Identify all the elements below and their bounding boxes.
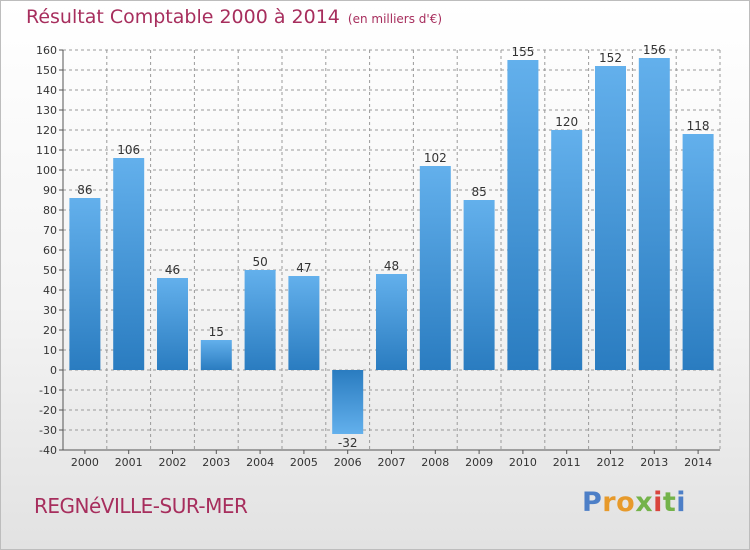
x-tick-label-2005: 2005	[290, 456, 318, 469]
chart-title: Résultat Comptable 2000 à 2014 (en millie…	[26, 6, 442, 28]
y-tick-label: -20	[39, 404, 57, 417]
y-tick-label: 90	[43, 184, 57, 197]
y-tick-label: 70	[43, 224, 57, 237]
data-label-2013: 156	[643, 43, 666, 57]
bar-2013	[638, 58, 670, 370]
bar-2008	[419, 166, 451, 370]
data-label-2012: 152	[599, 51, 622, 65]
commune-name: REGNéVILLE-SUR-MER	[34, 494, 248, 518]
unit-note: (en milliers d'€)	[347, 12, 443, 26]
x-tick-label-2006: 2006	[334, 456, 362, 469]
x-tick-label-2004: 2004	[246, 456, 274, 469]
data-label-2009: 85	[471, 185, 486, 199]
x-tick-label-2001: 2001	[115, 456, 143, 469]
data-label-2004: 50	[252, 255, 267, 269]
data-label-2008: 102	[424, 151, 447, 165]
y-tick-label: 150	[36, 64, 57, 77]
bar-2005	[288, 276, 320, 370]
proxiti-logo: Proxiti	[582, 487, 687, 518]
bar-2007	[376, 274, 407, 370]
y-tick-label: 20	[43, 324, 57, 337]
bar-2010	[507, 60, 539, 370]
y-tick-label: 30	[43, 304, 57, 317]
data-label-2001: 106	[117, 143, 140, 157]
bar-2000	[69, 198, 101, 370]
data-label-2003: 15	[209, 325, 224, 339]
bar-2003	[200, 340, 232, 370]
data-label-2014: 118	[687, 119, 710, 133]
y-tick-label: 50	[43, 264, 57, 277]
x-tick-label-2012: 2012	[597, 456, 625, 469]
x-tick-label-2003: 2003	[202, 456, 230, 469]
data-label-2005: 47	[296, 261, 311, 275]
y-tick-label: 130	[36, 104, 57, 117]
y-tick-label: -40	[39, 444, 57, 457]
y-tick-label: 160	[36, 44, 57, 57]
bar-2011	[551, 130, 583, 370]
bar-2009	[463, 200, 495, 370]
chart-title-text: Résultat Comptable 2000 à 2014	[26, 6, 340, 28]
y-tick-label: 100	[36, 164, 57, 177]
bar-2014	[682, 134, 714, 370]
x-tick-label-2009: 2009	[465, 456, 493, 469]
y-tick-label: 40	[43, 284, 57, 297]
y-tick-label: 60	[43, 244, 57, 257]
data-label-2011: 120	[555, 115, 578, 129]
y-tick-label: 0	[50, 364, 57, 377]
y-tick-label: -30	[39, 424, 57, 437]
data-label-2000: 86	[77, 183, 92, 197]
bar-2012	[595, 66, 626, 370]
bar-2006	[332, 370, 364, 434]
x-tick-label-2011: 2011	[553, 456, 581, 469]
x-tick-label-2007: 2007	[378, 456, 406, 469]
data-label-2006: -32	[338, 436, 358, 450]
bar-2004	[244, 270, 276, 370]
x-tick-label-2013: 2013	[640, 456, 668, 469]
bar-2002	[157, 278, 188, 370]
data-label-2002: 46	[165, 263, 180, 277]
x-tick-label-2000: 2000	[71, 456, 99, 469]
x-tick-label-2008: 2008	[421, 456, 449, 469]
x-tick-label-2010: 2010	[509, 456, 537, 469]
y-tick-label: 110	[36, 144, 57, 157]
data-label-2010: 155	[511, 45, 534, 59]
bar-2001	[113, 158, 145, 370]
data-label-2007: 48	[384, 259, 399, 273]
y-tick-label: 80	[43, 204, 57, 217]
x-tick-label-2002: 2002	[159, 456, 187, 469]
y-tick-label: 140	[36, 84, 57, 97]
x-tick-label-2014: 2014	[684, 456, 712, 469]
y-tick-label: 10	[43, 344, 57, 357]
y-tick-label: -10	[39, 384, 57, 397]
y-tick-label: 120	[36, 124, 57, 137]
